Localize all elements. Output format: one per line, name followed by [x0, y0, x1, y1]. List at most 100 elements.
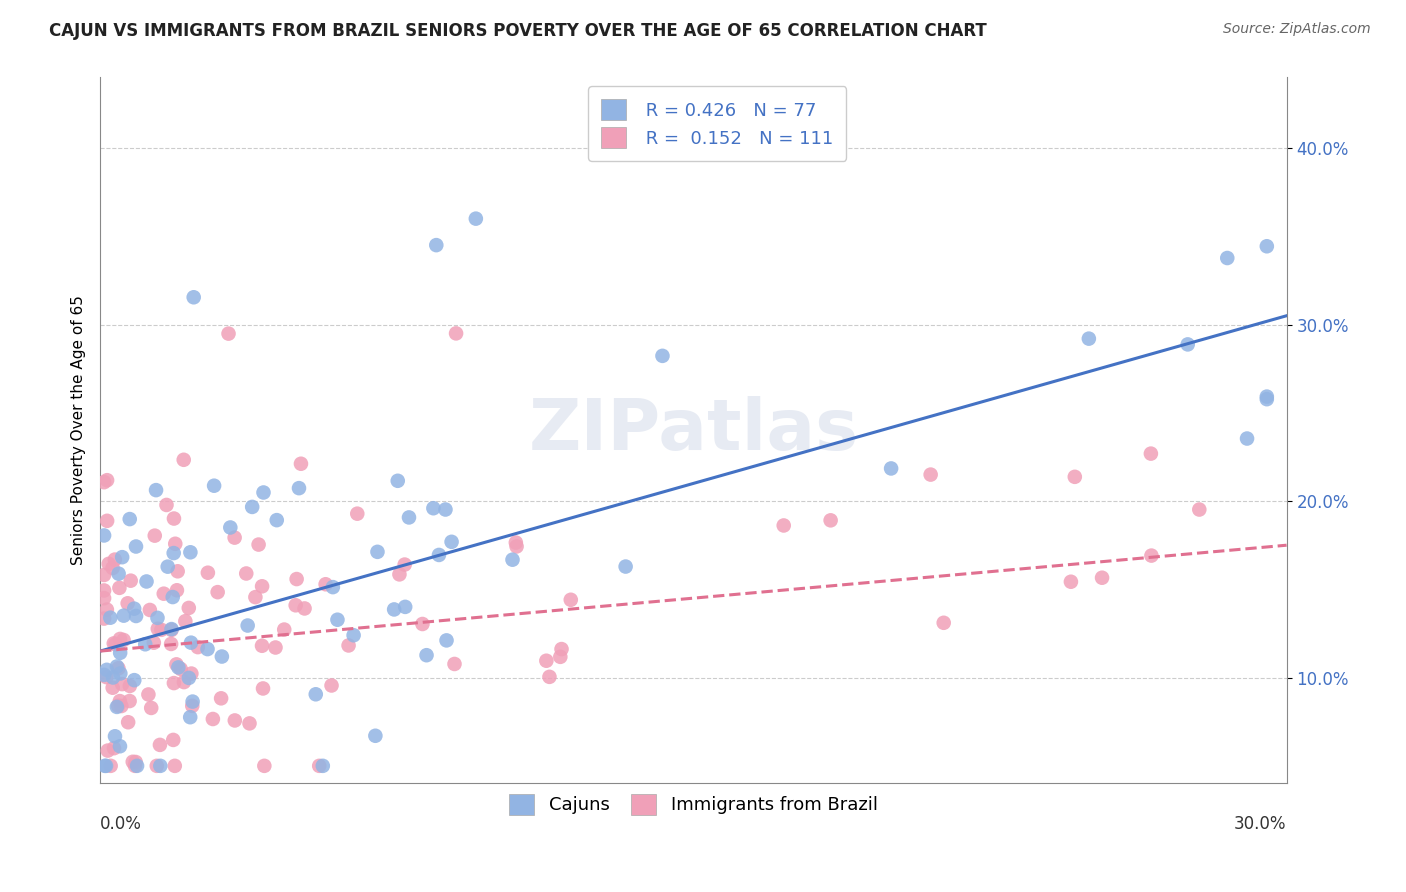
- Point: [177, 671, 200, 685]
- Point: [1140, 549, 1163, 563]
- Point: [173, 452, 195, 467]
- Point: [166, 583, 188, 598]
- Point: [101, 681, 124, 695]
- Point: [388, 567, 411, 582]
- Y-axis label: Seniors Poverty Over the Age of 65: Seniors Poverty Over the Age of 65: [72, 295, 86, 566]
- Point: [105, 699, 128, 714]
- Point: [93, 568, 115, 582]
- Point: [112, 632, 135, 647]
- Point: [165, 537, 187, 551]
- Point: [139, 603, 162, 617]
- Point: [125, 755, 148, 769]
- Point: [364, 729, 387, 743]
- Point: [180, 635, 202, 649]
- Point: [224, 531, 246, 545]
- Point: [108, 646, 131, 660]
- Point: [146, 611, 169, 625]
- Point: [112, 608, 135, 623]
- Point: [422, 501, 444, 516]
- Point: [247, 538, 270, 552]
- Point: [366, 545, 388, 559]
- Point: [163, 759, 186, 773]
- Point: [1060, 574, 1083, 589]
- Point: [651, 349, 673, 363]
- Point: [440, 534, 463, 549]
- Point: [252, 485, 274, 500]
- Point: [103, 636, 125, 650]
- Point: [312, 759, 335, 773]
- Point: [104, 729, 127, 743]
- Point: [124, 673, 146, 688]
- Point: [394, 599, 416, 614]
- Point: [170, 662, 193, 676]
- Point: [122, 601, 145, 615]
- Point: [1077, 332, 1099, 346]
- Point: [104, 637, 127, 651]
- Point: [285, 572, 308, 586]
- Point: [464, 211, 486, 226]
- Point: [238, 716, 260, 731]
- Point: [305, 687, 328, 701]
- Point: [1236, 432, 1258, 446]
- Point: [94, 759, 117, 773]
- Point: [202, 479, 225, 493]
- Point: [124, 759, 146, 773]
- Point: [505, 535, 527, 549]
- Point: [294, 601, 316, 615]
- Point: [240, 500, 263, 514]
- Point: [180, 666, 202, 681]
- Point: [505, 540, 527, 554]
- Point: [152, 587, 174, 601]
- Point: [146, 759, 169, 773]
- Point: [266, 513, 288, 527]
- Point: [235, 566, 257, 581]
- Point: [167, 660, 190, 674]
- Point: [387, 474, 409, 488]
- Point: [181, 695, 204, 709]
- Point: [1216, 251, 1239, 265]
- Point: [108, 739, 131, 754]
- Text: 30.0%: 30.0%: [1234, 815, 1286, 833]
- Point: [174, 614, 197, 628]
- Point: [160, 637, 183, 651]
- Point: [181, 698, 204, 713]
- Point: [110, 699, 132, 714]
- Point: [110, 666, 132, 681]
- Point: [117, 715, 139, 730]
- Point: [443, 657, 465, 671]
- Point: [111, 550, 134, 565]
- Legend: Cajuns, Immigrants from Brazil: Cajuns, Immigrants from Brazil: [501, 785, 887, 824]
- Point: [284, 599, 307, 613]
- Point: [149, 738, 172, 752]
- Point: [932, 615, 955, 630]
- Point: [163, 511, 186, 525]
- Point: [560, 592, 582, 607]
- Point: [415, 648, 437, 663]
- Point: [1177, 337, 1199, 351]
- Point: [434, 502, 457, 516]
- Point: [125, 609, 148, 624]
- Point: [1091, 571, 1114, 585]
- Point: [93, 591, 115, 606]
- Point: [179, 545, 201, 559]
- Point: [337, 639, 360, 653]
- Point: [273, 623, 295, 637]
- Point: [236, 618, 259, 632]
- Point: [177, 601, 200, 615]
- Text: 0.0%: 0.0%: [100, 815, 142, 833]
- Point: [1188, 502, 1211, 516]
- Point: [107, 566, 129, 581]
- Point: [1140, 447, 1163, 461]
- Point: [93, 528, 115, 542]
- Point: [118, 694, 141, 708]
- Point: [118, 512, 141, 526]
- Point: [315, 577, 337, 591]
- Point: [107, 698, 129, 713]
- Point: [224, 714, 246, 728]
- Point: [93, 475, 115, 490]
- Point: [209, 691, 232, 706]
- Point: [250, 639, 273, 653]
- Point: [398, 510, 420, 524]
- Point: [187, 640, 209, 654]
- Point: [96, 670, 118, 684]
